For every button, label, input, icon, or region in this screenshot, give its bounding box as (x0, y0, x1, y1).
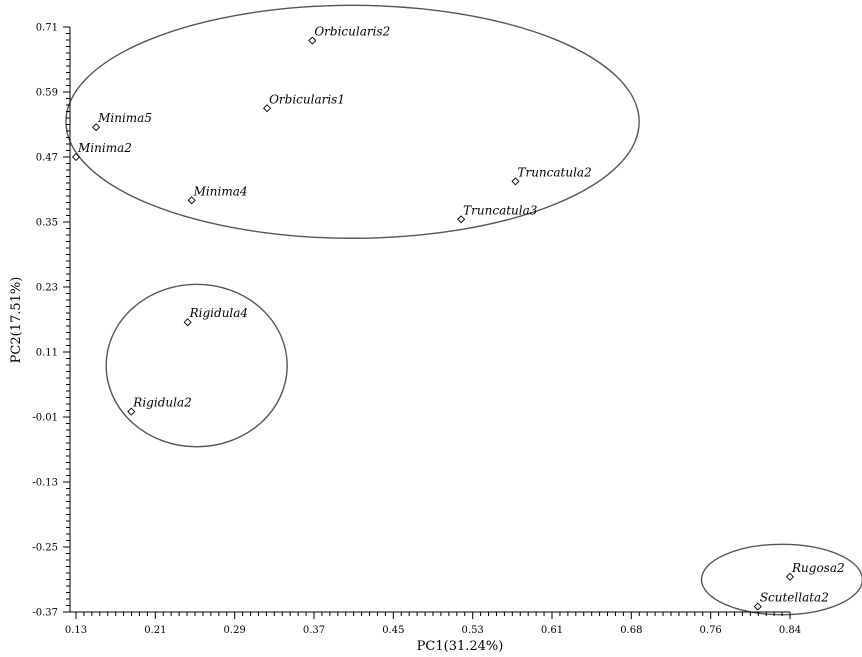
y-tick-label: 0.35 (36, 218, 58, 229)
data-point-label: Truncatula3 (463, 203, 538, 217)
x-tick-label: 0.68 (620, 625, 642, 636)
x-tick-label: 0.21 (144, 625, 166, 636)
cluster-ellipses (65, 4, 862, 616)
x-tick-label: 0.29 (224, 625, 246, 636)
data-point-label: Rigidula2 (132, 396, 191, 410)
x-ticks: 0.13 0.21 0.29 0.37 0.45 0.53 0.61 0.68 0.76 0.84 (65, 612, 801, 636)
x-tick-label: 0.76 (700, 625, 722, 636)
x-tick-label: 0.61 (541, 625, 563, 636)
data-point-label: Orbicularis1 (269, 92, 345, 106)
axes (69, 27, 790, 613)
y-tick-label: 0.23 (36, 283, 58, 294)
data-point-marker (785, 572, 795, 581)
data-point-label: Orbicularis2 (314, 25, 390, 39)
y-tick-label: -0.25 (32, 543, 58, 554)
data-point-marker (71, 152, 81, 162)
y-tick-label: 0.71 (36, 23, 58, 34)
data-point-marker (263, 104, 272, 113)
data-point-label: Truncatula2 (517, 165, 591, 179)
data-point-label: Rigidula4 (189, 306, 248, 320)
data-point-marker (92, 123, 101, 132)
data-point-marker (183, 318, 192, 327)
data-point-marker (127, 407, 136, 416)
x-tick-label: 0.45 (382, 625, 404, 636)
x-tick-label: 0.84 (779, 625, 801, 636)
y-tick-label: 0.59 (36, 88, 58, 99)
y-tick-label: -0.01 (32, 413, 58, 424)
y-tick-label: 0.47 (36, 153, 58, 164)
data-point-label: Minima5 (97, 111, 152, 125)
data-point-marker (753, 602, 762, 611)
y-tick-label: -0.37 (32, 608, 58, 619)
y-ticks: 0.71 0.59 0.47 0.35 0.23 0.11 -0.01 -0.13 -0.25 -… (32, 23, 70, 619)
x-tick-label: 0.53 (462, 625, 484, 636)
x-tick-label: 0.37 (303, 625, 325, 636)
cluster-ellipse (65, 4, 640, 239)
data-points: Orbicularis2 Orbicularis1 Minima5 Minima2 Mi… (71, 25, 845, 611)
y-tick-label: -0.13 (32, 478, 58, 489)
x-axis-label: PC1(31.24%) (417, 639, 504, 654)
data-point-label: Minima2 (77, 141, 132, 155)
y-axis-label: PC2(17.51%) (9, 277, 24, 364)
data-point-marker (457, 215, 466, 224)
data-point-marker (511, 177, 520, 186)
cluster-ellipse (105, 283, 288, 448)
data-point-label: Scutellata2 (760, 591, 829, 605)
data-point-marker (308, 36, 317, 45)
data-point-label: Minima4 (193, 184, 248, 198)
y-tick-label: 0.11 (36, 348, 58, 359)
data-point-label: Rugosa2 (791, 561, 845, 575)
x-tick-label: 0.13 (65, 625, 87, 636)
data-point-marker (187, 196, 196, 205)
